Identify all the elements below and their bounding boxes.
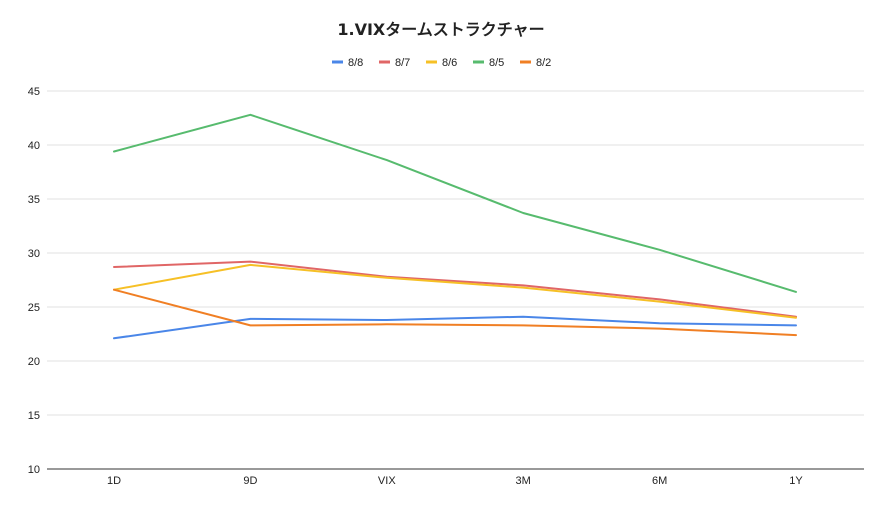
y-tick-label: 20 [28,356,40,368]
x-tick-label: 3M [516,475,531,487]
y-tick-label: 15 [28,410,40,422]
legend-item[interactable]: 8/8 [332,57,363,69]
x-tick-label: 1Y [789,475,803,487]
legend: 8/8 8/7 8/6 8/5 8/2 [332,57,551,69]
legend-label: 8/2 [536,57,551,69]
x-axis: 1D 9D VIX 3M 6M 1Y [107,475,803,487]
legend-label: 8/8 [348,57,363,69]
legend-item[interactable]: 8/7 [379,57,410,69]
y-gridlines [47,90,864,470]
y-axis: 10 15 20 25 30 35 40 45 [28,86,40,476]
legend-label: 8/6 [442,57,457,69]
x-tick-label: 9D [243,475,257,487]
series-line-8-5 [113,113,797,293]
series-line-8-7 [113,260,797,318]
y-tick-label: 40 [28,140,40,152]
series-line-8-2 [113,288,797,337]
y-tick-label: 10 [28,464,40,476]
legend-label: 8/7 [395,57,410,69]
x-tick-label: VIX [378,475,396,487]
legend-item[interactable]: 8/6 [426,57,457,69]
chart-title: 1.VIXタームストラクチャー [337,20,544,39]
y-tick-label: 30 [28,248,40,260]
series-lines [113,113,797,340]
legend-label: 8/5 [489,57,504,69]
x-tick-label: 1D [107,475,121,487]
legend-item[interactable]: 8/5 [473,57,504,69]
y-tick-label: 35 [28,194,40,206]
y-tick-label: 45 [28,86,40,98]
series-line-8-6 [113,263,797,319]
legend-item[interactable]: 8/2 [520,57,551,69]
x-tick-label: 6M [652,475,667,487]
series-line-8-8 [113,315,797,340]
y-tick-label: 25 [28,302,40,314]
